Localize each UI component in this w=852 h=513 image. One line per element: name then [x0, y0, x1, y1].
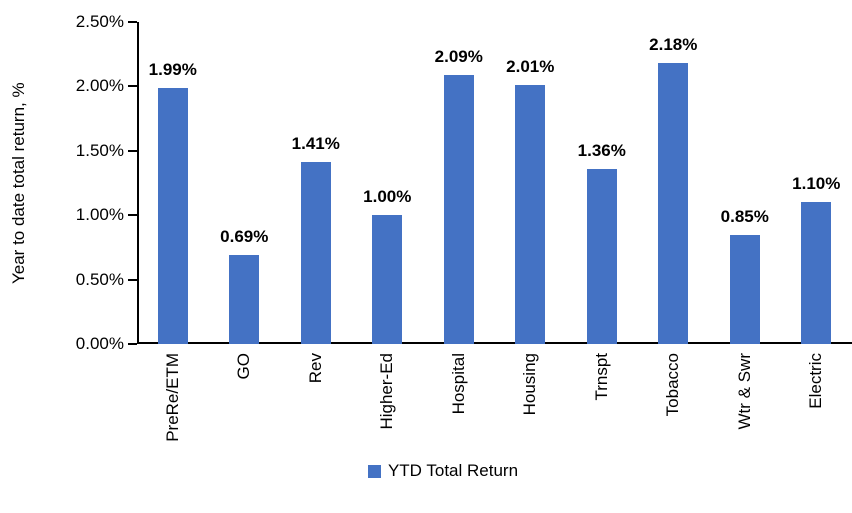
- bar-value-label: 1.41%: [291, 134, 340, 154]
- x-axis-category-label: Tobacco: [663, 353, 683, 417]
- y-axis-tick-label: 1.00%: [75, 205, 124, 225]
- bar: [515, 85, 546, 344]
- x-axis-category-label: Hospital: [448, 353, 468, 415]
- y-axis-tick-mark: [128, 21, 137, 23]
- legend-swatch: [367, 464, 381, 478]
- bar: [586, 168, 617, 344]
- bar: [658, 63, 689, 344]
- plot-area: [137, 22, 852, 344]
- bar-value-label: 0.69%: [220, 227, 269, 247]
- bar: [443, 74, 474, 344]
- x-axis-category-label: Electric: [806, 353, 826, 409]
- x-axis-category-label: GO: [234, 353, 254, 380]
- y-axis-tick-mark: [128, 343, 137, 345]
- bar-value-label: 1.36%: [577, 140, 626, 160]
- bar: [157, 87, 188, 344]
- y-axis-title: Year to date total return, %: [9, 82, 28, 284]
- bar-value-label: 1.10%: [792, 174, 841, 194]
- x-axis-category-label: Rev: [305, 353, 325, 384]
- bar: [801, 202, 832, 344]
- bar-value-label: 2.01%: [506, 57, 555, 77]
- x-axis-category-label: Trnspt: [591, 353, 611, 401]
- x-axis-category-label: Housing: [520, 353, 540, 416]
- bar: [729, 234, 760, 344]
- bar-value-label: 1.99%: [148, 59, 197, 79]
- bar-value-label: 0.85%: [720, 206, 769, 226]
- bar: [372, 215, 403, 344]
- y-axis-tick-mark: [128, 149, 137, 152]
- bar-value-label: 2.18%: [649, 35, 698, 55]
- bar-value-label: 1.00%: [363, 187, 412, 207]
- bar: [300, 162, 331, 344]
- x-axis-category-label: PreRe/ETM: [162, 353, 182, 442]
- y-axis-tick-mark: [128, 85, 137, 88]
- y-axis-tick-mark: [128, 278, 137, 281]
- y-axis-tick-label: 1.50%: [75, 140, 124, 160]
- x-axis-category-label: Wtr & Swr: [734, 353, 754, 430]
- y-axis-tick-label: 2.00%: [75, 76, 124, 96]
- legend: YTD Total Return: [0, 461, 852, 481]
- legend-label: YTD Total Return: [387, 461, 519, 480]
- y-axis-tick-label: 0.00%: [75, 334, 124, 353]
- bar-value-label: 2.09%: [434, 46, 483, 66]
- y-axis-tick-mark: [128, 214, 137, 217]
- bar: [229, 255, 260, 344]
- y-axis-tick-label: 2.50%: [75, 12, 124, 31]
- y-axis-tick-label: 0.50%: [75, 269, 124, 289]
- x-axis-category-label: Higher-Ed: [377, 353, 397, 430]
